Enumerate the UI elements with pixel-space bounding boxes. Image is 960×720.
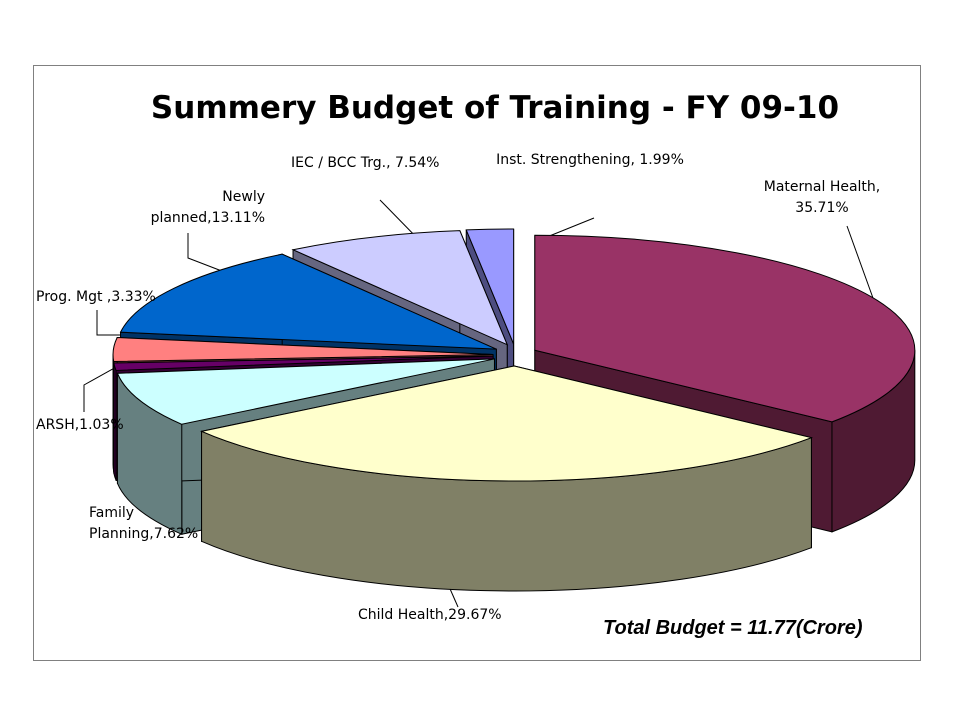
slice-iec-bcc	[291, 230, 509, 346]
total-budget-annotation: Total Budget = 11.77(Crore)	[603, 617, 863, 639]
slice-family-planning	[116, 358, 495, 425]
slice-label-text: Family Planning,7.62%	[89, 505, 199, 542]
slice-label-inst-strengthening: Inst. Strengthening, 1.99%	[490, 150, 690, 171]
slice-label-text: Inst. Strengthening, 1.99%	[496, 152, 684, 168]
slice-prog-mgt	[112, 337, 494, 363]
slice-label-text: IEC / BCC Trg., 7.54%	[291, 155, 440, 171]
slice-label-text: ARSH,1.03%	[36, 417, 124, 433]
slice-label-text: Prog. Mgt ,3.33%	[36, 289, 156, 305]
slice-label-maternal-health: Maternal Health, 35.71%	[752, 177, 892, 219]
slice-label-child-health: Child Health,29.67%	[358, 605, 502, 626]
slice-label-prog-mgt: Prog. Mgt ,3.33%	[36, 287, 156, 308]
chart-title: Summery Budget of Training - FY 09-10	[150, 90, 840, 126]
slice-newly-planned	[119, 253, 497, 350]
slice-label-text: Maternal Health, 35.71%	[763, 179, 881, 216]
pie-slices	[112, 228, 916, 592]
slice-arsh	[113, 355, 494, 371]
slice-inst-strengthening	[465, 228, 515, 345]
slice-label-newly-planned: Newly planned,13.11%	[135, 187, 265, 229]
slice-maternal-health	[534, 234, 916, 423]
slice-label-text: Newly planned,13.11%	[150, 189, 265, 226]
slice-child-health	[199, 365, 814, 482]
slice-label-family-planning: Family Planning,7.62%	[89, 503, 219, 545]
slice-label-text: Child Health,29.67%	[358, 607, 502, 623]
slice-label-arsh: ARSH,1.03%	[36, 415, 124, 436]
slice-label-iec-bcc: IEC / BCC Trg., 7.54%	[291, 153, 439, 174]
